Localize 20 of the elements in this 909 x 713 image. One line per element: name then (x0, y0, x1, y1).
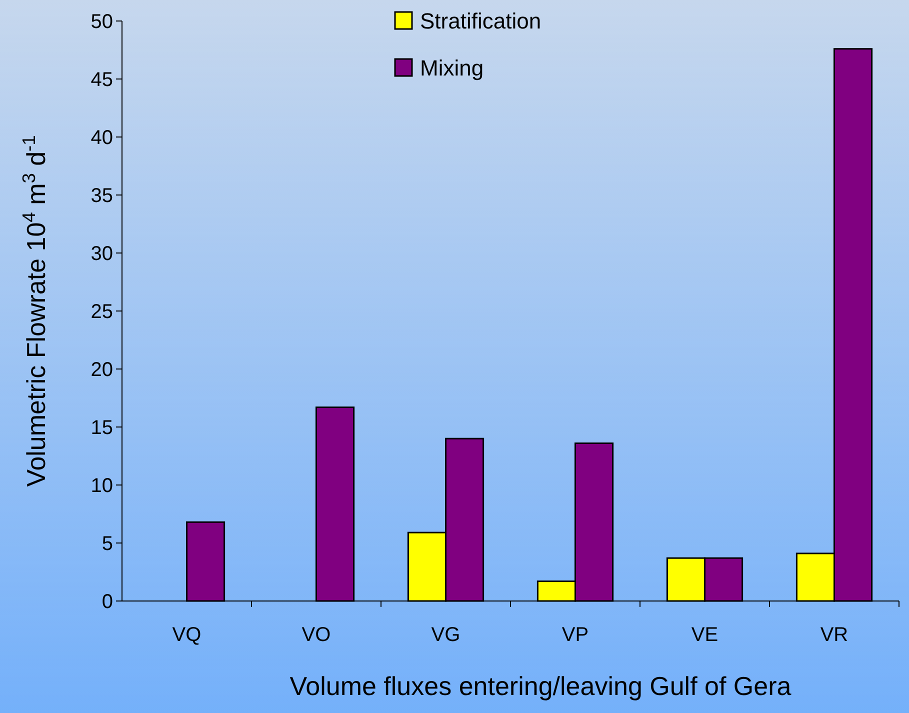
y-tick-label: 0 (102, 591, 113, 613)
x-tick-label: VO (302, 624, 331, 646)
legend-label: Mixing (420, 56, 484, 81)
y-tick-label: 50 (90, 11, 113, 33)
y-tick-label: 5 (102, 533, 113, 555)
y-tick-label: 30 (90, 243, 113, 265)
y-tick-label: 20 (90, 359, 113, 381)
x-tick-label: VG (431, 624, 460, 646)
x-tick-label: VP (562, 624, 589, 646)
legend-label: Stratification (420, 8, 542, 34)
x-tick-label: VR (820, 624, 848, 646)
y-tick-label: 15 (90, 417, 113, 439)
y-tick-label: 10 (90, 475, 113, 497)
x-tick-label: VQ (172, 624, 202, 646)
y-tick-label: 25 (90, 301, 113, 323)
x-tick-label: VE (691, 624, 718, 646)
x-axis-title: Volume fluxes entering/leaving Gulf of Gera (290, 671, 792, 701)
y-tick-label: 40 (90, 127, 113, 149)
y-tick-label: 45 (90, 69, 113, 91)
y-tick-label: 35 (90, 185, 113, 207)
